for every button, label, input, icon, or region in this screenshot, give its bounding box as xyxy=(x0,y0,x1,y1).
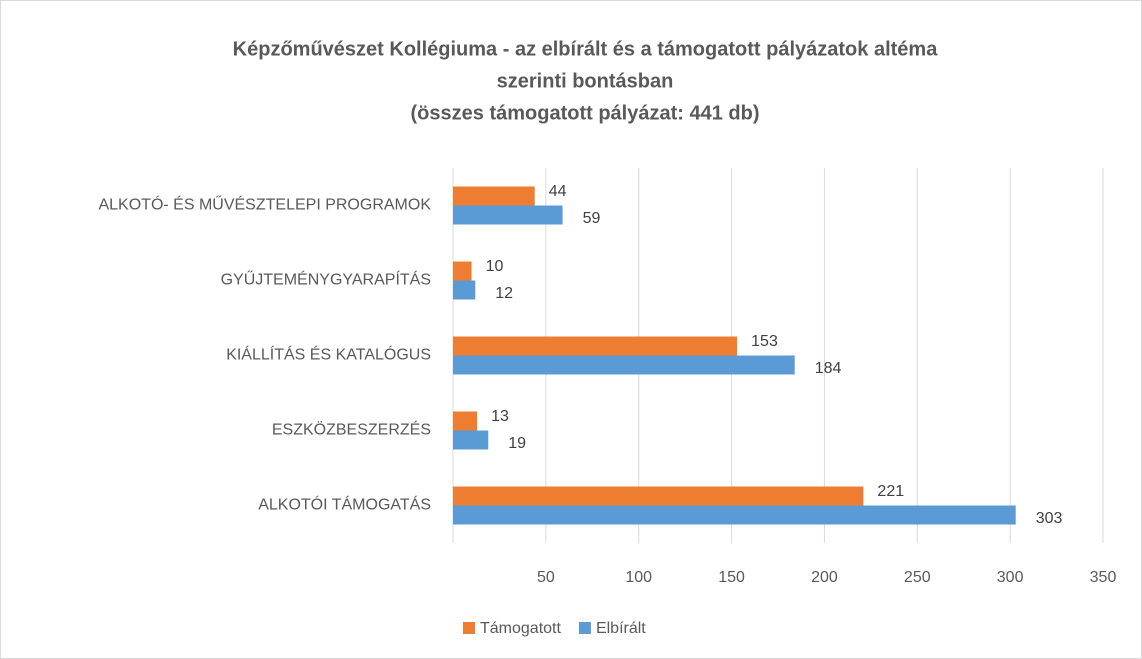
bar xyxy=(453,411,478,431)
bar xyxy=(453,355,795,375)
y-tick-label: KIÁLLÍTÁS ÉS KATALÓGUS xyxy=(226,345,431,364)
x-tick-label: 300 xyxy=(997,569,1024,586)
data-label: 10 xyxy=(486,258,504,275)
y-tick-label: ALKOTÓ- ÉS MŰVÉSZTELEPI PROGRAMOK xyxy=(98,195,431,214)
data-label: 221 xyxy=(877,483,904,500)
y-tick-label: GYŰJTEMÉNYGYARAPÍTÁS xyxy=(221,270,431,289)
bar xyxy=(453,205,563,225)
y-tick-label: ALKOTÓI TÁMOGATÁS xyxy=(258,495,431,514)
bar xyxy=(453,336,738,356)
bar xyxy=(453,486,864,506)
data-label: 303 xyxy=(1036,510,1063,527)
data-label: 13 xyxy=(491,408,509,425)
x-tick-label: 100 xyxy=(625,569,652,586)
x-tick-label: 50 xyxy=(537,569,555,586)
x-tick-label: 250 xyxy=(904,569,931,586)
x-tick-label: 350 xyxy=(1090,569,1117,586)
y-tick-label: ESZKÖZBESZERZÉS xyxy=(272,420,431,439)
x-tick-label: 150 xyxy=(718,569,745,586)
legend-swatch xyxy=(578,622,591,634)
chart-title: szerinti bontásban xyxy=(497,70,674,92)
data-label: 44 xyxy=(549,183,567,200)
data-label: 19 xyxy=(508,435,526,452)
data-label: 59 xyxy=(583,210,601,227)
data-label: 153 xyxy=(751,333,778,350)
bar xyxy=(453,186,535,206)
data-label: 184 xyxy=(815,360,842,377)
bar xyxy=(453,505,1016,525)
bar xyxy=(453,280,476,300)
bar xyxy=(453,430,489,450)
chart-title: Képzőművészet Kollégiuma - az elbírált é… xyxy=(233,38,939,60)
legend-label: Támogatott xyxy=(480,620,561,637)
bar xyxy=(453,261,472,281)
chart-title: (összes támogatott pályázat: 441 db) xyxy=(411,102,760,124)
data-label: 12 xyxy=(495,285,513,302)
legend-label: Elbírált xyxy=(596,620,646,637)
legend-swatch xyxy=(463,622,475,634)
x-tick-label: 200 xyxy=(811,569,838,586)
